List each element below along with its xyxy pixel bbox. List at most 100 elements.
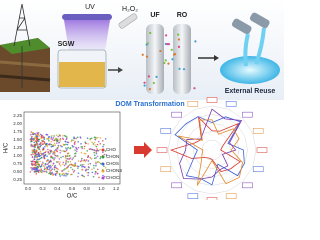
point bbox=[65, 137, 68, 140]
point bbox=[80, 143, 82, 145]
point bbox=[89, 162, 92, 165]
point bbox=[95, 162, 97, 165]
point bbox=[68, 155, 71, 157]
point bbox=[87, 168, 89, 171]
x-tick-label: 1.0 bbox=[98, 186, 105, 191]
point bbox=[72, 139, 75, 142]
point bbox=[85, 168, 87, 171]
point bbox=[70, 140, 73, 143]
particle bbox=[143, 81, 146, 84]
particle bbox=[171, 58, 174, 61]
point bbox=[37, 132, 40, 134]
point bbox=[38, 152, 40, 155]
point bbox=[48, 149, 51, 152]
point bbox=[83, 159, 86, 162]
point bbox=[37, 140, 40, 143]
particle bbox=[193, 87, 196, 90]
point bbox=[65, 167, 68, 170]
point bbox=[29, 133, 32, 136]
x-axis-label: O/C bbox=[67, 194, 78, 200]
point bbox=[50, 143, 53, 146]
transformation-label: DOM Transformation bbox=[115, 101, 184, 108]
point bbox=[48, 172, 50, 175]
point bbox=[67, 152, 69, 155]
particle bbox=[163, 61, 166, 65]
point bbox=[38, 138, 41, 141]
point bbox=[48, 139, 50, 142]
point bbox=[74, 164, 77, 167]
point bbox=[79, 136, 82, 138]
point bbox=[63, 173, 66, 175]
point bbox=[53, 153, 56, 156]
point bbox=[81, 146, 84, 148]
point bbox=[47, 163, 49, 165]
x-tick-label: 0.8 bbox=[84, 186, 91, 191]
point bbox=[59, 152, 61, 154]
legend-swatch bbox=[101, 169, 105, 173]
particle bbox=[177, 38, 181, 41]
point bbox=[42, 136, 45, 138]
point bbox=[31, 151, 34, 153]
point bbox=[39, 160, 41, 163]
point bbox=[73, 155, 76, 158]
point bbox=[58, 173, 61, 176]
particle bbox=[166, 43, 169, 46]
point bbox=[66, 157, 69, 160]
point bbox=[39, 150, 42, 153]
point bbox=[43, 138, 46, 140]
point bbox=[95, 137, 98, 140]
point bbox=[56, 170, 59, 173]
point bbox=[102, 145, 104, 148]
point bbox=[46, 168, 48, 171]
point bbox=[50, 136, 53, 139]
point bbox=[36, 157, 38, 159]
point bbox=[104, 167, 107, 169]
point bbox=[33, 171, 36, 173]
radar-tag bbox=[225, 193, 237, 199]
point bbox=[32, 163, 34, 165]
point bbox=[73, 143, 76, 146]
x-tick-label: 1.2 bbox=[113, 186, 120, 191]
uf-membrane bbox=[146, 24, 164, 94]
point bbox=[44, 145, 46, 148]
point bbox=[77, 172, 80, 174]
particle bbox=[143, 84, 146, 87]
point bbox=[65, 143, 67, 146]
point bbox=[31, 149, 34, 151]
point bbox=[73, 142, 76, 144]
legend-label: CHONS bbox=[106, 168, 122, 173]
point bbox=[61, 170, 63, 172]
point bbox=[35, 135, 38, 137]
point bbox=[47, 153, 50, 155]
point bbox=[44, 153, 47, 156]
point bbox=[52, 157, 54, 159]
point bbox=[84, 160, 87, 163]
point bbox=[57, 144, 60, 147]
point bbox=[55, 170, 57, 173]
point bbox=[102, 174, 104, 177]
radar-tag bbox=[256, 147, 268, 153]
point bbox=[69, 157, 72, 159]
point bbox=[43, 156, 45, 159]
point bbox=[81, 157, 83, 160]
point bbox=[44, 163, 47, 166]
radar-tag bbox=[160, 166, 172, 172]
point bbox=[44, 155, 46, 157]
point bbox=[69, 173, 72, 176]
particle bbox=[165, 34, 168, 37]
point bbox=[61, 173, 64, 175]
point bbox=[30, 167, 32, 169]
point bbox=[62, 163, 64, 165]
legend-swatch bbox=[101, 148, 105, 152]
point bbox=[50, 156, 52, 159]
point bbox=[50, 155, 52, 157]
point bbox=[86, 137, 89, 139]
point bbox=[105, 154, 108, 156]
point bbox=[65, 163, 67, 165]
point bbox=[34, 146, 36, 148]
point bbox=[80, 159, 83, 161]
point bbox=[93, 136, 96, 139]
point bbox=[53, 168, 56, 171]
point bbox=[39, 157, 42, 160]
point bbox=[81, 169, 83, 171]
